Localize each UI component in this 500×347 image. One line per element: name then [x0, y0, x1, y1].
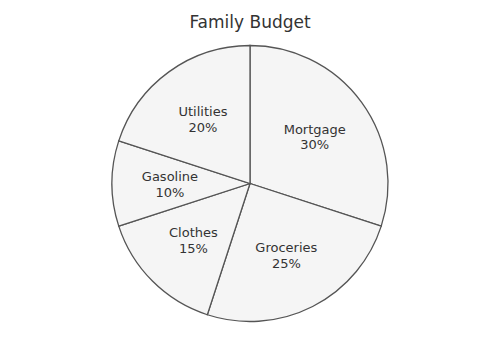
svg-text:Mortgage30%: Mortgage30% [284, 122, 346, 153]
svg-text:Utilities20%: Utilities20% [178, 104, 227, 135]
svg-text:Gasoline10%: Gasoline10% [142, 169, 198, 200]
html-text:Family Budget: Family Budget [189, 12, 311, 32]
svg-text:Clothes15%: Clothes15% [169, 225, 218, 256]
svg-text:Groceries25%: Groceries25% [255, 240, 317, 271]
